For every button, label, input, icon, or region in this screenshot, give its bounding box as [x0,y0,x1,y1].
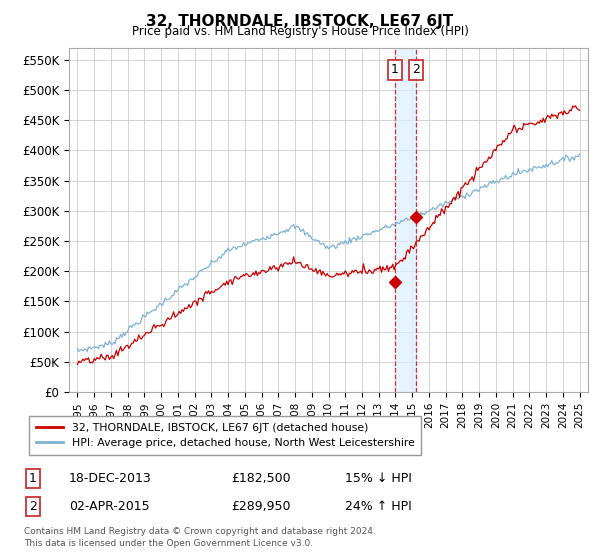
Text: £182,500: £182,500 [231,472,290,486]
Text: Price paid vs. HM Land Registry's House Price Index (HPI): Price paid vs. HM Land Registry's House … [131,25,469,38]
Text: 18-DEC-2013: 18-DEC-2013 [69,472,152,486]
Text: 2: 2 [412,63,421,77]
Text: 32, THORNDALE, IBSTOCK, LE67 6JT: 32, THORNDALE, IBSTOCK, LE67 6JT [146,14,454,29]
Text: 02-APR-2015: 02-APR-2015 [69,500,149,514]
Legend: 32, THORNDALE, IBSTOCK, LE67 6JT (detached house), HPI: Average price, detached : 32, THORNDALE, IBSTOCK, LE67 6JT (detach… [29,416,421,455]
Bar [395,48,416,392]
Text: Contains HM Land Registry data © Crown copyright and database right 2024.: Contains HM Land Registry data © Crown c… [24,527,376,536]
Text: This data is licensed under the Open Government Licence v3.0.: This data is licensed under the Open Gov… [24,539,313,548]
Text: 1: 1 [29,472,37,486]
Text: 24% ↑ HPI: 24% ↑ HPI [345,500,412,514]
Text: 15% ↓ HPI: 15% ↓ HPI [345,472,412,486]
Text: 2: 2 [29,500,37,514]
Text: 1: 1 [391,63,399,77]
Text: £289,950: £289,950 [231,500,290,514]
